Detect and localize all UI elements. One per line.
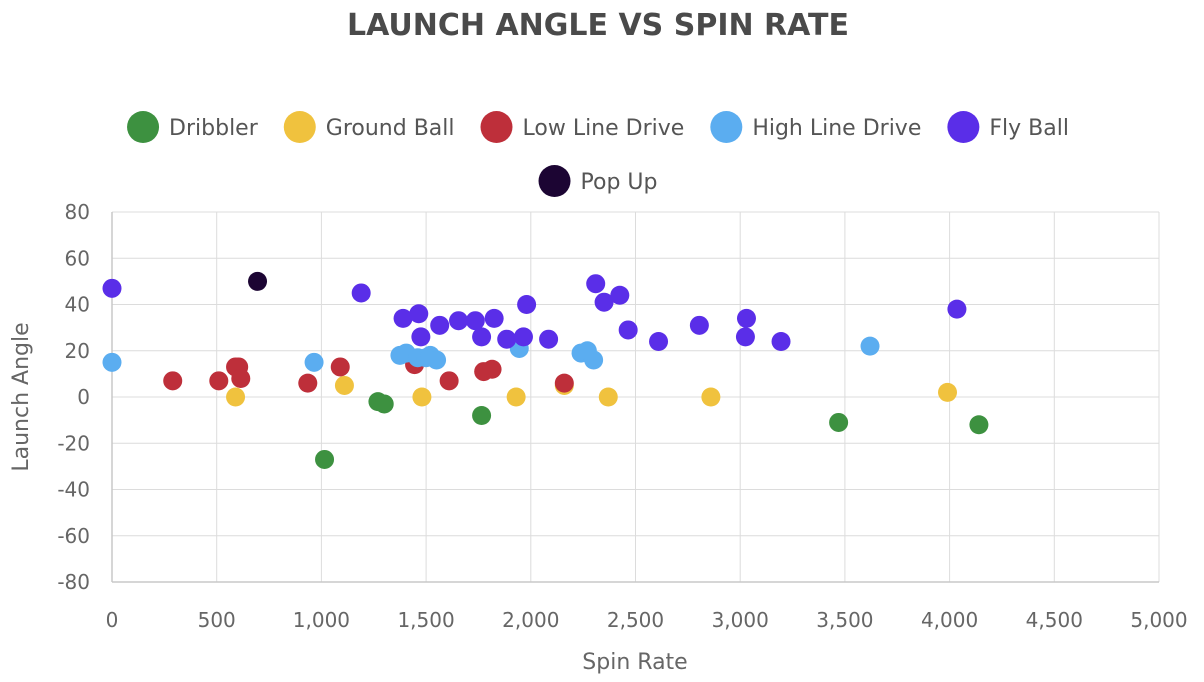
point-low-line-drive (554, 373, 574, 393)
y-axis-label: Launch Angle (9, 322, 34, 471)
point-high-line-drive (427, 350, 447, 370)
y-tick-label: -80 (57, 570, 90, 594)
y-tick-label: 0 (77, 385, 90, 409)
point-dribbler (969, 415, 989, 435)
point-dribbler (374, 394, 394, 414)
point-fly-ball (449, 311, 469, 331)
legend-item-ground-ball[interactable]: Ground Ball (283, 111, 455, 143)
point-low-line-drive (482, 359, 502, 379)
point-high-line-drive (304, 352, 324, 372)
point-ground-ball (334, 375, 354, 395)
y-axis-ticks: 80 60 40 20 0 -20 -40 -60 -80 (57, 200, 90, 594)
legend-item-high-line-drive[interactable]: High Line Drive (710, 111, 921, 143)
legend-marker (480, 111, 513, 143)
y-tick-label: -20 (57, 431, 90, 455)
x-tick-label: 4,500 (1026, 608, 1083, 632)
legend-label: Pop Up (581, 170, 658, 195)
point-low-line-drive (298, 373, 318, 393)
x-axis-label: Spin Rate (582, 650, 687, 675)
point-fly-ball (735, 327, 755, 347)
point-ground-ball (506, 387, 526, 407)
point-fly-ball (517, 295, 537, 314)
y-tick-label: 20 (65, 339, 90, 363)
point-fly-ball (689, 315, 709, 335)
point-fly-ball (351, 283, 371, 303)
grid (111, 211, 1160, 583)
point-fly-ball (736, 308, 756, 328)
point-high-line-drive (102, 352, 122, 372)
x-tick-label: 4,000 (921, 608, 978, 632)
point-ground-ball (598, 387, 618, 407)
point-fly-ball (393, 308, 413, 328)
point-low-line-drive (163, 371, 183, 391)
legend-label: Fly Ball (989, 116, 1069, 141)
point-fly-ball (771, 332, 791, 351)
point-fly-ball (472, 327, 492, 347)
point-high-line-drive (584, 350, 604, 370)
legend-marker (538, 165, 571, 197)
point-fly-ball (465, 311, 485, 331)
point-fly-ball (102, 278, 122, 298)
legend: Dribbler Ground Ball Low Line Drive High Li… (127, 111, 1069, 197)
point-fly-ball (497, 329, 517, 349)
point-fly-ball (610, 285, 630, 305)
legend-marker (710, 111, 743, 143)
legend-marker (947, 111, 980, 143)
legend-item-fly-ball[interactable]: Fly Ball (947, 111, 1069, 143)
point-low-line-drive (209, 371, 229, 391)
x-tick-label: 0 (106, 608, 119, 632)
point-ground-ball (938, 382, 958, 402)
chart-title: LAUNCH ANGLE VS SPIN RATE (347, 8, 849, 43)
point-dribbler (315, 449, 335, 469)
x-tick-label: 500 (198, 608, 236, 632)
x-tick-label: 2,000 (502, 608, 559, 632)
x-axis-ticks: 0 500 1,000 1,500 2,000 2,500 3,000 3,500 4,000 4… (106, 608, 1188, 632)
point-fly-ball (539, 329, 559, 349)
legend-label: Ground Ball (326, 116, 455, 141)
point-fly-ball (409, 304, 429, 324)
point-fly-ball (484, 308, 504, 328)
point-ground-ball (701, 387, 721, 407)
legend-label: Low Line Drive (523, 116, 685, 141)
x-tick-label: 3,500 (816, 608, 873, 632)
legend-label: High Line Drive (752, 116, 921, 141)
legend-item-dribbler[interactable]: Dribbler (127, 111, 259, 143)
data-points (102, 271, 989, 469)
x-tick-label: 1,000 (293, 608, 350, 632)
point-fly-ball (649, 332, 669, 351)
point-dribbler (829, 412, 849, 432)
point-fly-ball (513, 327, 533, 347)
point-ground-ball (226, 387, 246, 407)
x-tick-label: 3,000 (712, 608, 769, 632)
y-tick-label: 60 (65, 246, 90, 270)
point-ground-ball (412, 387, 432, 407)
point-fly-ball (411, 327, 431, 347)
y-tick-label: 80 (65, 200, 90, 224)
point-high-line-drive (860, 336, 880, 356)
x-tick-label: 1,500 (397, 608, 454, 632)
y-tick-label: -60 (57, 524, 90, 548)
y-tick-label: -40 (57, 478, 90, 502)
point-pop-up (248, 271, 268, 291)
point-fly-ball (618, 320, 638, 340)
point-fly-ball (586, 274, 606, 294)
legend-marker (283, 111, 316, 143)
x-tick-label: 2,500 (607, 608, 664, 632)
legend-label: Dribbler (169, 116, 259, 141)
axes (111, 212, 1159, 583)
legend-marker (127, 111, 160, 143)
y-tick-label: 40 (65, 293, 90, 317)
point-low-line-drive (439, 371, 459, 391)
point-fly-ball (947, 299, 967, 319)
legend-item-low-line-drive[interactable]: Low Line Drive (480, 111, 685, 143)
point-low-line-drive (231, 369, 251, 388)
point-fly-ball (430, 315, 450, 335)
point-dribbler (472, 406, 492, 425)
point-low-line-drive (330, 357, 350, 377)
x-tick-label: 5,000 (1130, 608, 1187, 632)
legend-item-pop-up[interactable]: Pop Up (538, 165, 658, 197)
point-fly-ball (594, 292, 614, 312)
